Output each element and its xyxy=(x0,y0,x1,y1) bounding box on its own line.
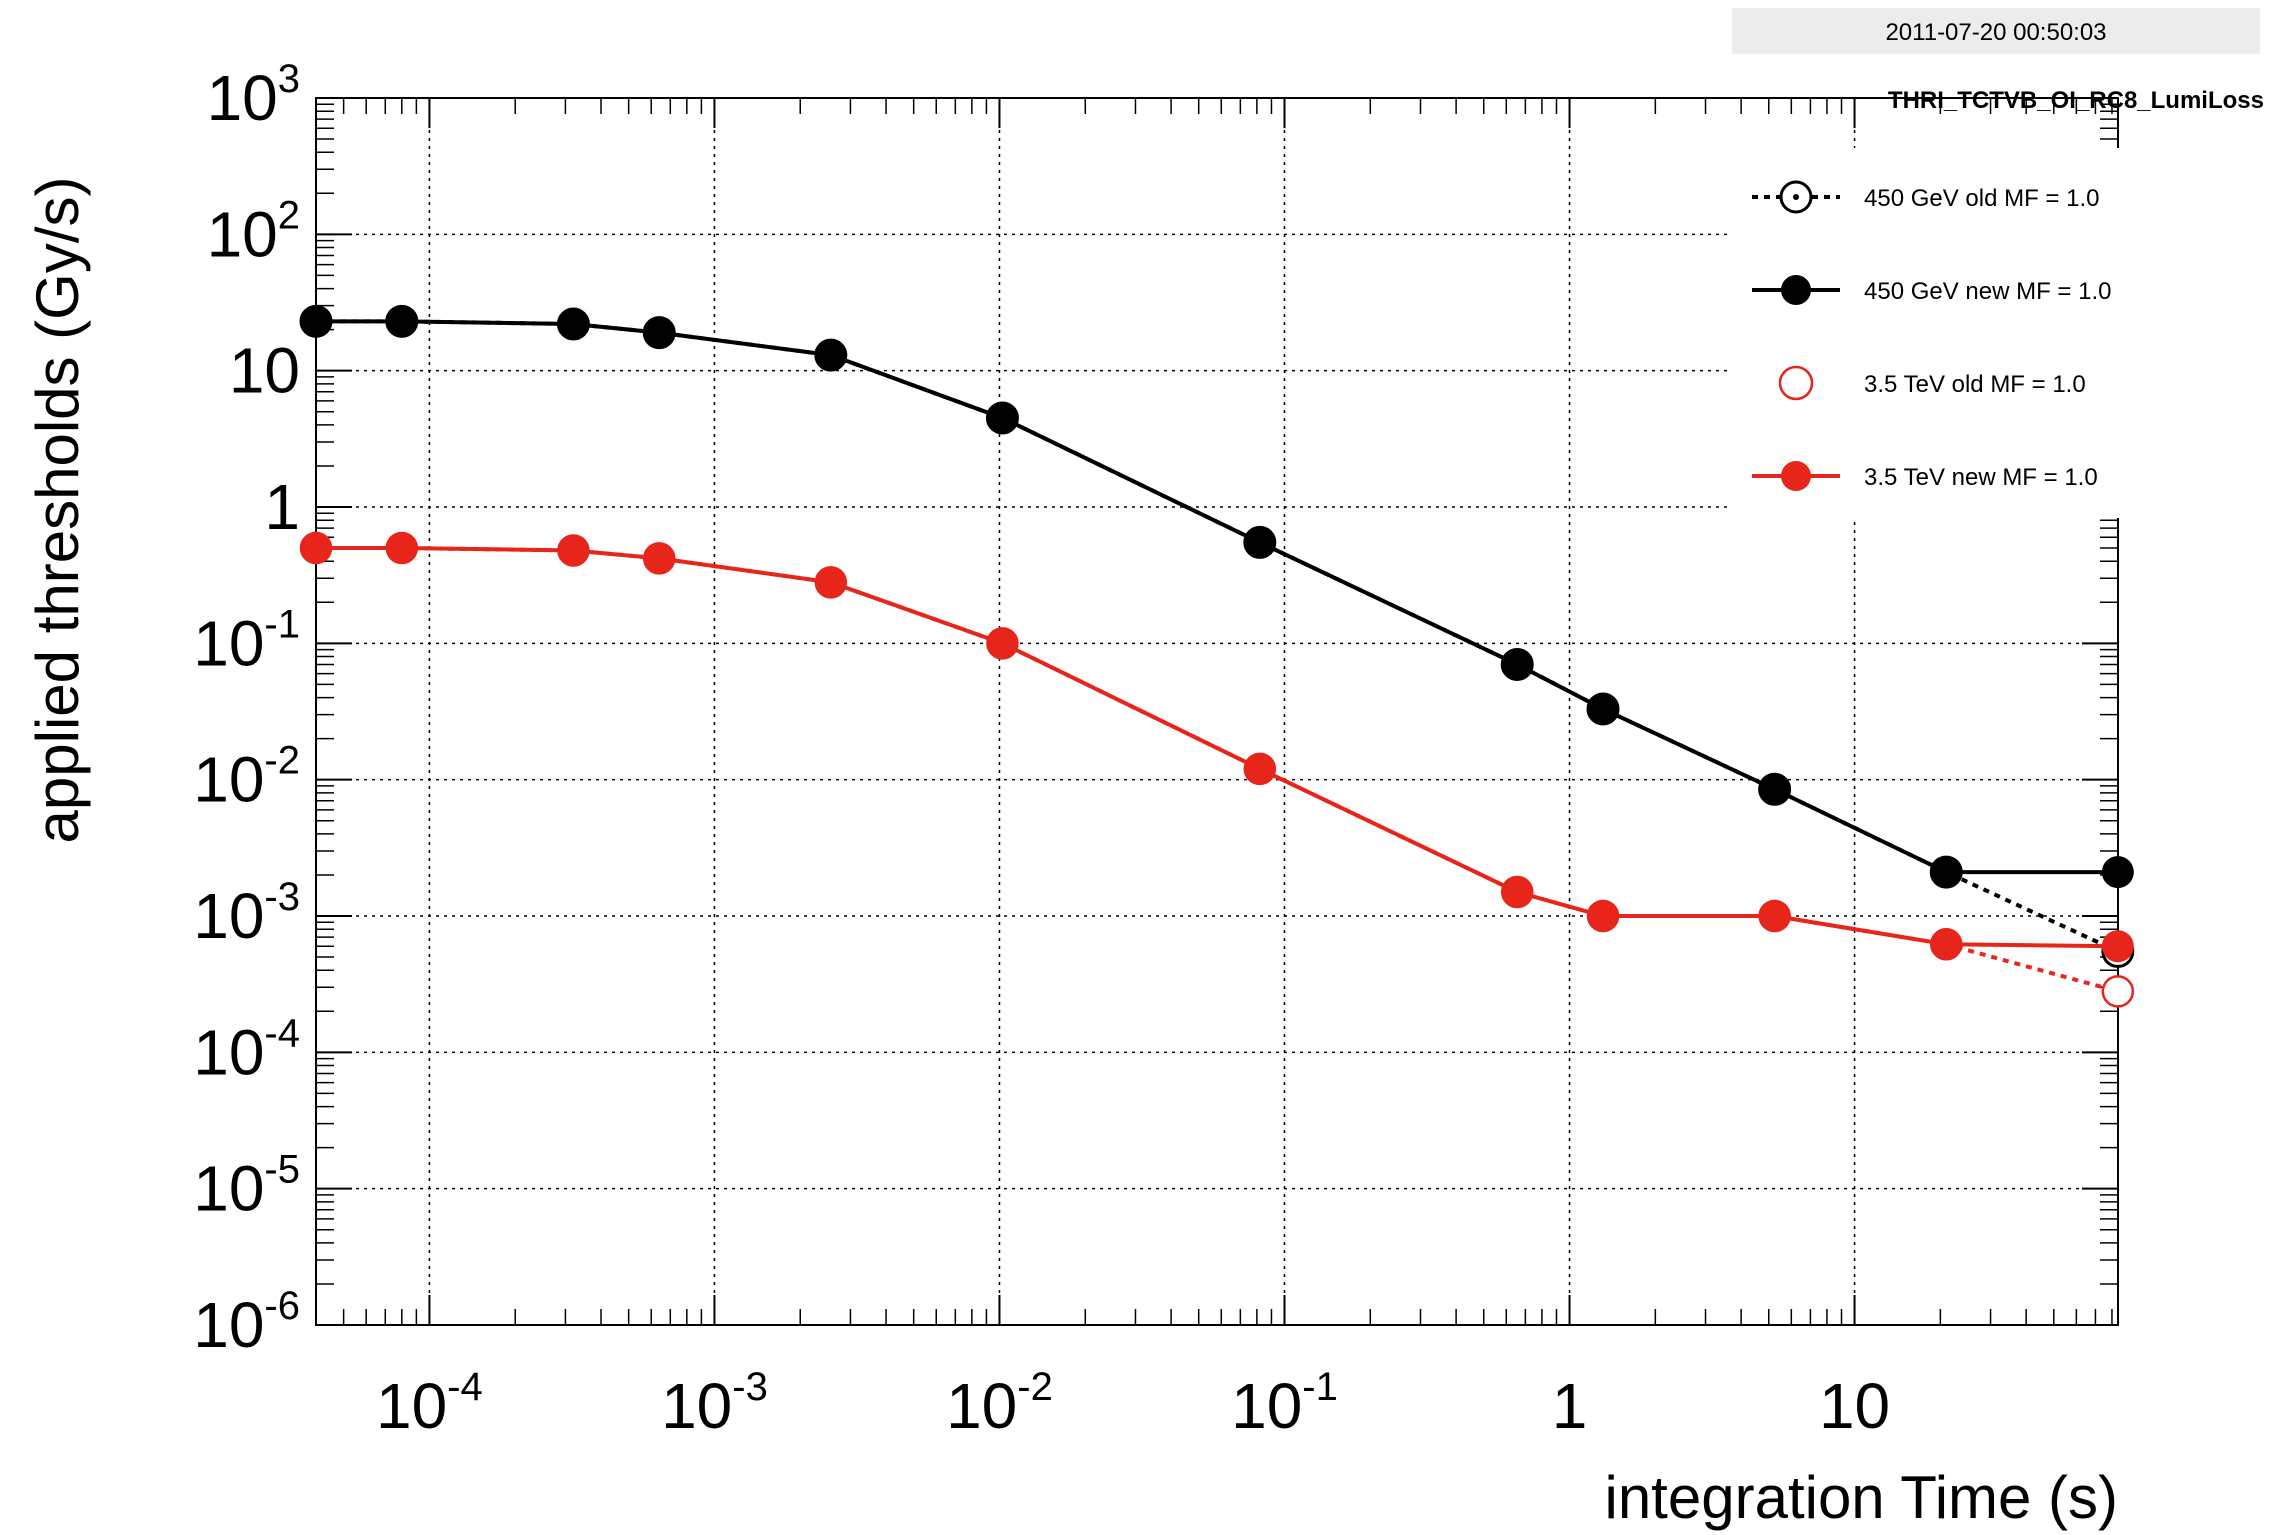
data-point xyxy=(557,534,590,567)
data-point xyxy=(1758,900,1791,932)
tick-labels: 10-4 10-3 10-2 10-1 1 1010310210110-110-210-3… xyxy=(193,57,1890,1442)
header: 2011-07-20 00:50:03 THRI_TCTVB_OI_RC8_Lu… xyxy=(1732,8,2264,114)
legend-label: 3.5 TeV new MF = 1.0 xyxy=(1864,464,2098,491)
data-point xyxy=(1243,526,1276,559)
y-tick-label: 10 xyxy=(229,335,300,407)
x-axis-label: integration Time (s) xyxy=(1604,1464,2118,1531)
y-tick-label: 103 xyxy=(207,57,300,134)
legend-marker-center xyxy=(1793,194,1799,200)
legend-marker xyxy=(1781,275,1811,305)
data-point xyxy=(300,532,332,565)
y-tick-label: 10-1 xyxy=(193,602,300,679)
header-title: THRI_TCTVB_OI_RC8_LumiLoss xyxy=(1888,87,2264,114)
data-point xyxy=(1501,875,1534,908)
y-tick-label: 10-5 xyxy=(193,1148,300,1225)
data-point xyxy=(2101,930,2134,963)
legend-marker xyxy=(1781,461,1811,491)
y-tick-label: 10-2 xyxy=(193,739,300,816)
data-point xyxy=(1587,900,1620,932)
x-tick-label: 1 xyxy=(1552,1370,1588,1442)
y-tick-label: 102 xyxy=(207,193,300,270)
data-point xyxy=(300,305,332,338)
plot-frame xyxy=(315,97,2119,1326)
data-point xyxy=(643,542,676,575)
legend-label: 450 GeV old MF = 1.0 xyxy=(1864,185,2099,212)
y-tick-label: 10-3 xyxy=(193,875,300,952)
data-point xyxy=(814,566,847,599)
legend: 450 GeV old MF = 1.0 450 GeV new MF = 1.0… xyxy=(1730,148,2160,518)
data-point xyxy=(2101,975,2135,1008)
legend-entry-1: 450 GeV old MF = 1.0 xyxy=(1752,180,2099,214)
data-point xyxy=(986,401,1019,434)
data-point xyxy=(643,316,676,349)
timestamp: 2011-07-20 00:50:03 xyxy=(1885,19,2106,46)
legend-marker xyxy=(1778,365,1814,401)
data-point xyxy=(385,532,418,565)
legend-label: 450 GeV new MF = 1.0 xyxy=(1864,278,2111,305)
data-point xyxy=(1587,692,1620,725)
x-tick-label: 10 xyxy=(1819,1370,1890,1442)
legend-entry-3: 3.5 TeV old MF = 1.0 xyxy=(1778,365,2086,401)
data-point xyxy=(1758,773,1791,806)
y-tick-label: 1 xyxy=(264,471,300,543)
series-2 xyxy=(300,305,2134,889)
series-line xyxy=(316,319,2118,875)
data-point xyxy=(1243,752,1276,785)
y-tick-label: 10-6 xyxy=(193,1284,300,1361)
y-tick-label: 10-4 xyxy=(193,1011,300,1088)
data-point xyxy=(1930,928,1963,961)
data-point xyxy=(557,307,590,340)
timestamp-box xyxy=(1732,8,2260,54)
legend-label: 3.5 TeV old MF = 1.0 xyxy=(1864,371,2086,398)
data-point xyxy=(2101,856,2134,889)
x-tick-label: 10-3 xyxy=(661,1365,768,1442)
y-axis-label: applied thresholds (Gy/s) xyxy=(24,177,91,844)
legend-entry-2: 450 GeV new MF = 1.0 xyxy=(1752,275,2111,305)
series xyxy=(299,304,2135,1008)
series-4 xyxy=(300,532,2134,963)
x-tick-label: 10-4 xyxy=(376,1365,483,1442)
data-point xyxy=(1501,648,1534,681)
legend-entry-4: 3.5 TeV new MF = 1.0 xyxy=(1752,461,2098,491)
data-point xyxy=(385,305,418,338)
x-tick-label: 10-2 xyxy=(946,1365,1053,1442)
data-point xyxy=(814,339,847,372)
series-line xyxy=(316,546,2118,949)
data-point xyxy=(1930,856,1963,889)
x-tick-label: 10-1 xyxy=(1231,1365,1338,1442)
data-point xyxy=(986,627,1019,660)
